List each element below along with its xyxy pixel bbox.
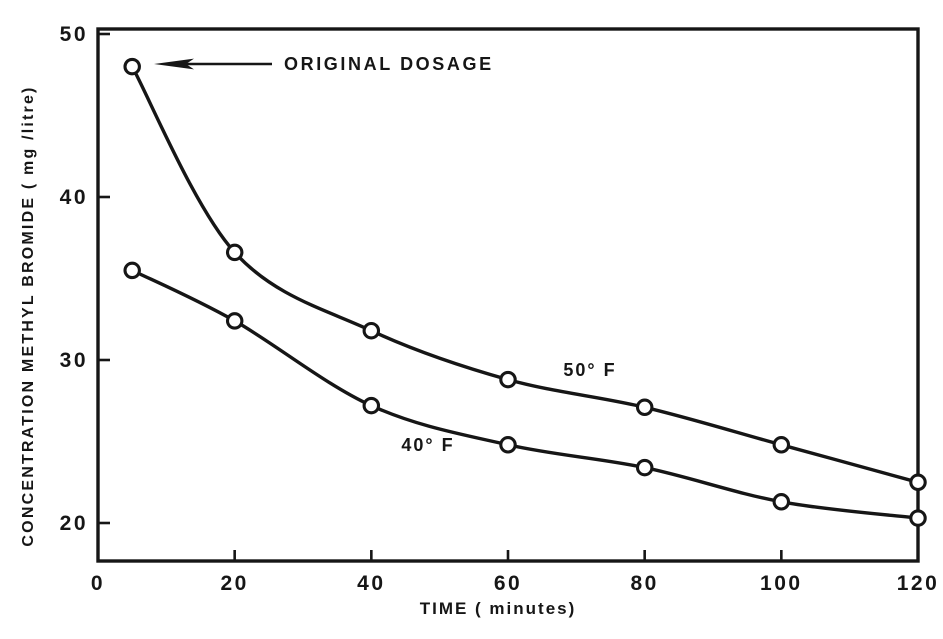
x-tick-label: 120 — [897, 572, 940, 595]
plot-frame — [96, 27, 920, 563]
data-point-40f — [499, 436, 517, 454]
x-tick-label: 40 — [357, 572, 385, 595]
data-point-50f — [362, 321, 381, 340]
y-axis-title: CONCENTRATION METHYL BROMIDE ( mg /litre… — [20, 85, 37, 546]
data-point-50f — [772, 436, 791, 454]
plot-area: 0 20 40 60 80 100 120 50 40 30 20 — [60, 23, 940, 595]
original-dosage-annotation: ORIGINAL DOSAGE — [154, 54, 494, 74]
data-point-40f — [635, 458, 654, 477]
x-tick-label: 60 — [494, 572, 522, 595]
x-tick-label: 80 — [630, 572, 658, 595]
curve-label-40f: 40° F — [401, 435, 454, 455]
data-point-40f — [225, 312, 244, 330]
curve-label-50f: 50° F — [563, 360, 616, 380]
data-point-50f — [123, 57, 141, 76]
y-tick-label: 40 — [60, 186, 88, 209]
series-curve-50f — [130, 64, 920, 484]
x-axis-title: TIME ( minutes) — [420, 599, 577, 618]
series-curve-40f — [130, 268, 920, 520]
x-tick-label: 100 — [760, 572, 803, 595]
annotation-text: ORIGINAL DOSAGE — [284, 54, 494, 74]
y-tick-label: 50 — [60, 23, 88, 46]
annotation-arrow-head-icon — [154, 58, 194, 70]
data-point-40f — [772, 493, 791, 511]
x-tick-label: 0 — [91, 572, 105, 595]
data-point-50f — [909, 473, 927, 492]
data-point-50f — [635, 398, 654, 417]
data-point-40f — [362, 396, 381, 415]
data-point-40f — [909, 509, 927, 527]
data-point-40f — [123, 261, 141, 280]
x-tick-label: 20 — [220, 572, 248, 595]
y-tick-label: 20 — [60, 512, 88, 535]
y-tick-label: 30 — [60, 349, 88, 372]
data-point-50f — [225, 243, 244, 262]
data-point-50f — [499, 370, 517, 389]
